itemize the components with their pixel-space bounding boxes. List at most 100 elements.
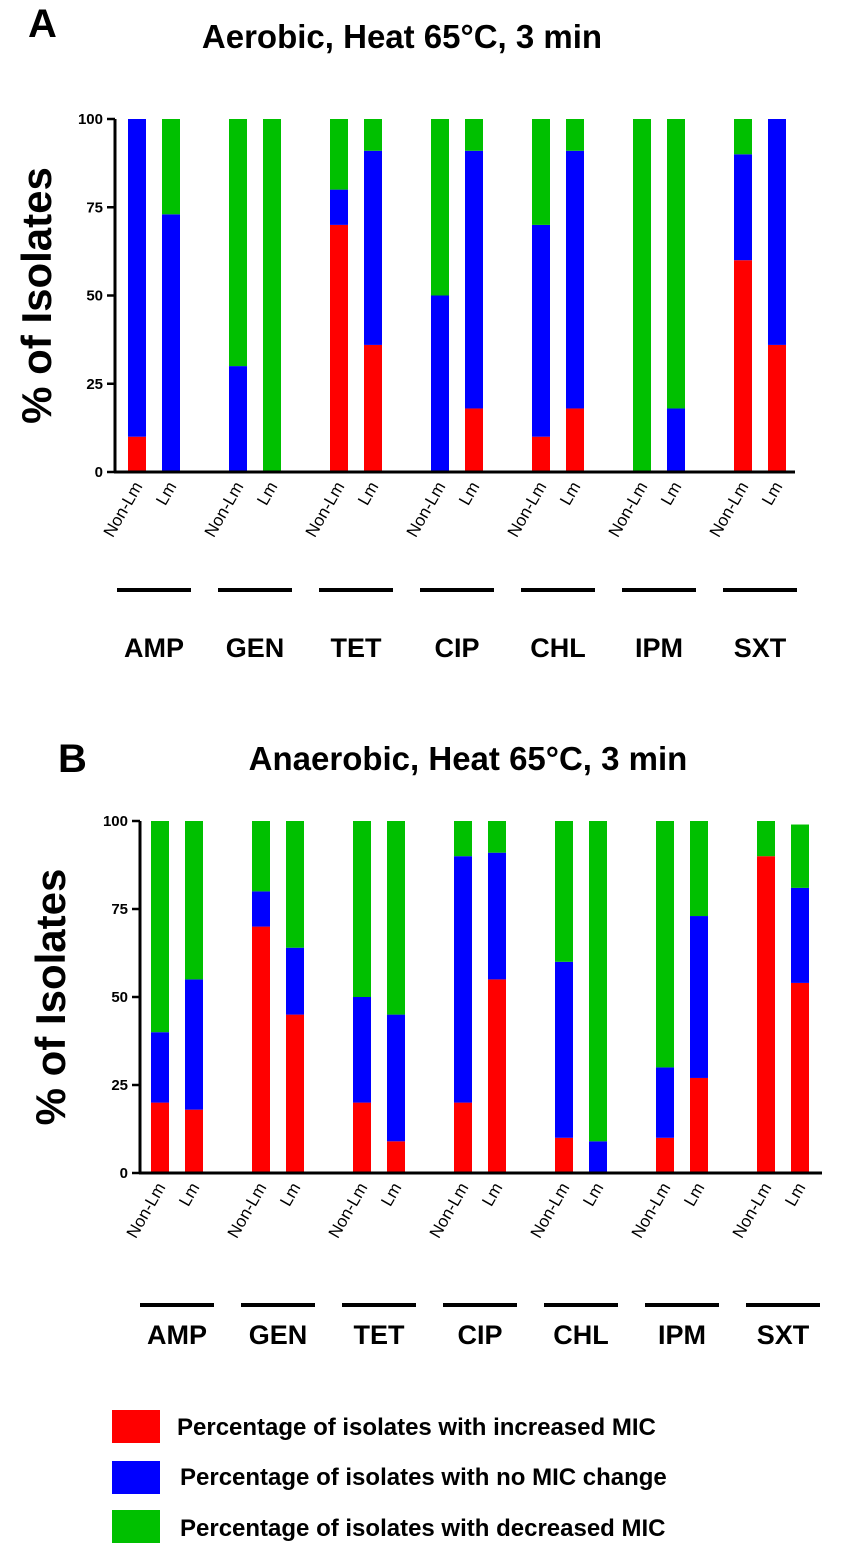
bar-segment-tet-non-lm-s2 <box>353 821 371 997</box>
bar-segment-ipm-lm-s2 <box>690 821 708 917</box>
legend-label: Percentage of isolates with decreased MI… <box>180 1515 666 1542</box>
bar-segment-sxt-lm-s2 <box>791 824 809 888</box>
bar-segment-gen-non-lm-s0 <box>252 926 270 1173</box>
bar-segment-gen-non-lm-s2 <box>252 821 270 892</box>
bar-segment-amp-non-lm-s2 <box>151 821 169 1033</box>
x-tick-label: Lm <box>276 1180 304 1210</box>
x-tick-label: Lm <box>253 479 281 509</box>
bar-segment-cip-non-lm-s2 <box>454 821 472 857</box>
bar-segment-amp-non-lm-s1 <box>128 119 146 437</box>
x-tick-label: Non-Lm <box>201 479 248 541</box>
bar-segment-chl-lm-s1 <box>589 1141 607 1173</box>
bar-segment-tet-non-lm-s1 <box>353 997 371 1103</box>
bar-segment-ipm-lm-s1 <box>690 916 708 1078</box>
bar-segment-cip-non-lm-s1 <box>454 856 472 1103</box>
panel-a: A Aerobic, Heat 65°C, 3 min % of Isolates 0… <box>13 2 797 663</box>
bar-segment-tet-lm-s1 <box>364 150 382 345</box>
bar-segment-sxt-lm-s0 <box>791 982 809 1173</box>
x-tick-label: Lm <box>680 1180 708 1210</box>
bar-segment-cip-lm-s2 <box>465 119 483 151</box>
x-tick-label: Non-Lm <box>224 1180 271 1242</box>
group-label: CIP <box>434 633 479 663</box>
x-tick-label: Lm <box>455 479 483 509</box>
chart-title: Aerobic, Heat 65°C, 3 min <box>202 18 602 55</box>
bar-segment-gen-non-lm-s1 <box>229 366 247 472</box>
bar-segment-ipm-lm-s2 <box>667 119 685 409</box>
panel-b: B Anaerobic, Heat 65°C, 3 min % of Isolate… <box>27 737 822 1350</box>
bar-segment-cip-non-lm-s2 <box>431 119 449 296</box>
bar-segment-chl-lm-s1 <box>566 150 584 409</box>
bar-segment-gen-lm-s2 <box>286 821 304 948</box>
group-label: CHL <box>553 1320 609 1350</box>
y-tick-label: 100 <box>103 813 128 830</box>
bar-segment-cip-lm-s0 <box>465 408 483 472</box>
bar-segment-chl-non-lm-s0 <box>532 436 550 472</box>
y-tick-label: 0 <box>120 1165 128 1182</box>
x-tick-label: Lm <box>781 1180 809 1210</box>
y-tick-label: 100 <box>78 111 103 128</box>
bar-segment-cip-lm-s0 <box>488 979 506 1173</box>
bar-segment-tet-lm-s0 <box>387 1141 405 1173</box>
bar-segment-chl-non-lm-s1 <box>555 961 573 1138</box>
bar-segment-sxt-lm-s1 <box>791 887 809 983</box>
x-tick-label: Non-Lm <box>100 479 147 541</box>
x-tick-label: Non-Lm <box>729 1180 776 1242</box>
y-axis-label: % of Isolates <box>13 167 60 424</box>
x-tick-label: Non-Lm <box>706 479 753 541</box>
group-label: IPM <box>635 633 683 663</box>
group-label: CHL <box>530 633 586 663</box>
group-label: SXT <box>734 633 787 663</box>
bar-segment-amp-lm-s1 <box>185 979 203 1110</box>
bar-segment-tet-non-lm-s0 <box>330 224 348 472</box>
legend-swatch <box>112 1510 160 1543</box>
x-tick-label: Non-Lm <box>527 1180 574 1242</box>
bar-segment-gen-lm-s2 <box>263 119 281 472</box>
x-tick-label: Non-Lm <box>403 479 450 541</box>
bar-segment-chl-non-lm-s1 <box>532 224 550 437</box>
bar-segment-cip-lm-s1 <box>465 150 483 409</box>
y-tick-label: 75 <box>111 901 128 918</box>
bar-segment-sxt-lm-s0 <box>768 344 786 472</box>
group-label: GEN <box>226 633 285 663</box>
x-tick-label: Non-Lm <box>426 1180 473 1242</box>
x-tick-label: Lm <box>758 479 786 509</box>
bar-segment-ipm-non-lm-s0 <box>656 1137 674 1173</box>
y-axis-label: % of Isolates <box>27 869 74 1126</box>
group-label: TET <box>331 633 383 663</box>
bar-segment-ipm-lm-s0 <box>690 1077 708 1173</box>
y-tick-label: 25 <box>86 376 103 393</box>
x-tick-label: Lm <box>354 479 382 509</box>
x-tick-label: Lm <box>377 1180 405 1210</box>
bar-segment-tet-non-lm-s2 <box>330 119 348 190</box>
bar-segment-chl-non-lm-s2 <box>555 821 573 962</box>
y-tick-label: 75 <box>86 199 103 216</box>
bar-segment-gen-lm-s1 <box>286 947 304 1015</box>
x-tick-label: Lm <box>556 479 584 509</box>
bar-segment-tet-lm-s1 <box>387 1014 405 1142</box>
bar-segment-gen-non-lm-s1 <box>252 891 270 927</box>
y-tick-label: 50 <box>86 288 103 305</box>
bar-segment-sxt-non-lm-s1 <box>734 154 752 261</box>
legend-swatch <box>112 1461 160 1494</box>
bar-segment-cip-lm-s1 <box>488 852 506 980</box>
x-tick-label: Lm <box>478 1180 506 1210</box>
bar-segment-sxt-non-lm-s2 <box>757 821 775 857</box>
bar-segment-amp-lm-s0 <box>185 1109 203 1173</box>
bar-segment-chl-lm-s2 <box>589 821 607 1142</box>
chart-title: Anaerobic, Heat 65°C, 3 min <box>249 740 688 777</box>
bar-segment-sxt-non-lm-s2 <box>734 119 752 155</box>
x-tick-label: Non-Lm <box>605 479 652 541</box>
bar-segment-amp-non-lm-s0 <box>151 1102 169 1173</box>
y-tick-label: 50 <box>111 989 128 1006</box>
bar-segment-amp-non-lm-s1 <box>151 1032 169 1103</box>
legend-label: Percentage of isolates with no MIC chang… <box>180 1464 667 1491</box>
bar-segment-ipm-non-lm-s2 <box>633 119 651 472</box>
legend-label: Percentage of isolates with increased MI… <box>177 1414 656 1441</box>
bar-segment-amp-lm-s2 <box>185 821 203 980</box>
bar-segment-gen-lm-s0 <box>286 1014 304 1173</box>
bar-segment-ipm-non-lm-s1 <box>656 1067 674 1138</box>
x-tick-label: Lm <box>152 479 180 509</box>
x-tick-label: Non-Lm <box>123 1180 170 1242</box>
bar-segment-chl-lm-s2 <box>566 119 584 151</box>
